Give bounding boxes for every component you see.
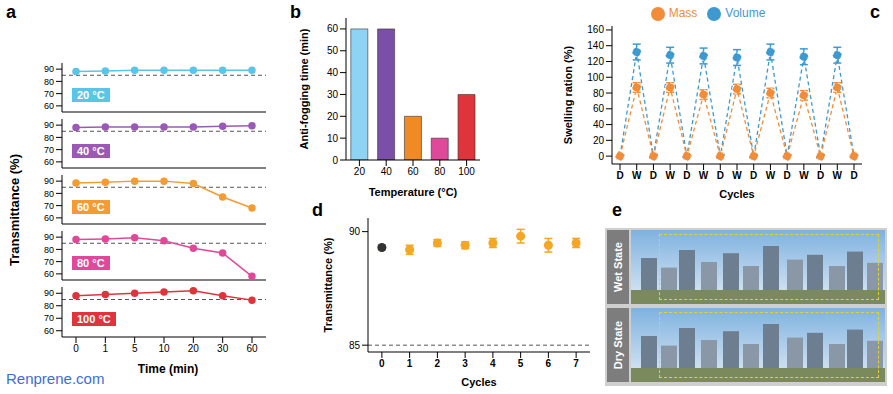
svg-text:D: D [616, 170, 623, 181]
svg-text:20: 20 [188, 343, 200, 354]
svg-text:Anti-fogging time (min): Anti-fogging time (min) [298, 28, 310, 149]
svg-text:80: 80 [44, 245, 54, 255]
svg-text:40: 40 [327, 67, 339, 78]
svg-text:D: D [817, 170, 824, 181]
svg-text:60: 60 [407, 166, 419, 177]
svg-text:70: 70 [44, 313, 54, 323]
svg-text:6: 6 [546, 358, 552, 369]
svg-text:60: 60 [44, 213, 54, 223]
svg-text:0: 0 [598, 151, 604, 162]
html-text:e: e [612, 200, 622, 220]
svg-text:10: 10 [327, 133, 339, 144]
svg-text:20: 20 [327, 111, 339, 122]
html-text:Wet State: Wet State [612, 242, 624, 292]
svg-text:50: 50 [327, 45, 339, 56]
html-text:Volume: Volume [725, 6, 766, 20]
svg-text:30: 30 [327, 89, 339, 100]
svg-text:1: 1 [103, 343, 109, 354]
svg-text:90: 90 [44, 232, 54, 242]
html-text:Mass: Mass [668, 6, 698, 20]
svg-text:70: 70 [44, 201, 54, 211]
svg-text:W: W [699, 170, 709, 181]
svg-text:40: 40 [381, 166, 393, 177]
svg-text:80: 80 [593, 88, 605, 99]
svg-text:120: 120 [587, 56, 604, 67]
svg-text:140: 140 [587, 40, 604, 51]
svg-text:40: 40 [593, 119, 605, 130]
svg-text:W: W [799, 170, 809, 181]
svg-text:D: D [850, 170, 857, 181]
svg-text:0: 0 [73, 343, 79, 354]
svg-text:Temperature (°C): Temperature (°C) [369, 186, 458, 198]
html-text:80 °C: 80 °C [77, 257, 105, 269]
svg-text:3: 3 [462, 358, 468, 369]
html-text:c: c [870, 2, 880, 22]
svg-text:5: 5 [132, 343, 138, 354]
svg-text:80: 80 [44, 189, 54, 199]
svg-text:60: 60 [44, 326, 54, 336]
svg-text:60: 60 [44, 157, 54, 167]
svg-text:D: D [683, 170, 690, 181]
svg-text:60: 60 [327, 23, 339, 34]
svg-text:80: 80 [44, 133, 54, 143]
svg-text:2: 2 [435, 358, 441, 369]
svg-text:60: 60 [246, 343, 258, 354]
svg-text:Transmittance (%): Transmittance (%) [322, 237, 334, 332]
html-text:20 °C: 20 °C [77, 89, 105, 101]
svg-text:W: W [833, 170, 843, 181]
svg-text:30: 30 [217, 343, 229, 354]
svg-text:85: 85 [349, 340, 361, 351]
svg-text:7: 7 [573, 358, 579, 369]
html-text:b: b [290, 2, 301, 22]
svg-text:80: 80 [44, 301, 54, 311]
html-text:d: d [312, 200, 323, 220]
svg-text:60: 60 [44, 269, 54, 279]
svg-text:0: 0 [332, 155, 338, 166]
svg-text:D: D [650, 170, 657, 181]
svg-text:4: 4 [490, 358, 496, 369]
svg-text:D: D [784, 170, 791, 181]
svg-text:D: D [717, 170, 724, 181]
svg-text:W: W [732, 170, 742, 181]
svg-text:1: 1 [407, 358, 413, 369]
html-text:Time (min): Time (min) [137, 362, 199, 376]
svg-text:90: 90 [44, 288, 54, 298]
svg-text:70: 70 [44, 145, 54, 155]
svg-text:70: 70 [44, 257, 54, 267]
svg-text:90: 90 [44, 176, 54, 186]
svg-text:80: 80 [44, 77, 54, 87]
svg-text:D: D [750, 170, 757, 181]
svg-text:60: 60 [44, 101, 54, 111]
svg-text:90: 90 [349, 226, 361, 237]
svg-text:100: 100 [587, 72, 604, 83]
html-text:60 °C: 60 °C [77, 201, 105, 213]
svg-text:20: 20 [354, 166, 366, 177]
svg-text:0: 0 [379, 358, 385, 369]
svg-text:Cycles: Cycles [461, 376, 496, 388]
svg-text:80: 80 [434, 166, 446, 177]
svg-text:10: 10 [158, 343, 170, 354]
html-text:100 °C: 100 °C [77, 313, 111, 325]
svg-text:Cycles: Cycles [719, 188, 754, 200]
svg-text:5: 5 [518, 358, 524, 369]
html-text:a: a [6, 2, 16, 22]
html-text:Dry State: Dry State [612, 320, 624, 370]
svg-text:90: 90 [44, 64, 54, 74]
html-text:Renprene.com: Renprene.com [6, 370, 105, 387]
svg-text:160: 160 [587, 24, 604, 35]
svg-text:Swelling ration (%): Swelling ration (%) [562, 45, 574, 144]
svg-text:100: 100 [458, 166, 475, 177]
svg-text:60: 60 [593, 103, 605, 114]
svg-text:W: W [766, 170, 776, 181]
svg-text:90: 90 [44, 120, 54, 130]
svg-text:W: W [632, 170, 642, 181]
html-text:Transmittance (%): Transmittance (%) [6, 154, 22, 266]
svg-text:20: 20 [593, 135, 605, 146]
svg-text:W: W [665, 170, 675, 181]
svg-text:70: 70 [44, 89, 54, 99]
html-text:40 °C: 40 °C [77, 145, 105, 157]
